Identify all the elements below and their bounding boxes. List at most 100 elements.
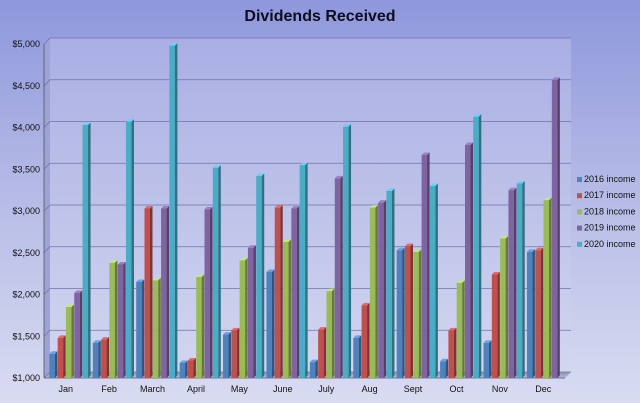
bar-2017-income-nov bbox=[491, 271, 500, 378]
gridline bbox=[43, 37, 571, 45]
bar-2019-income-oct bbox=[465, 142, 474, 378]
bar-2016-income-nov bbox=[483, 340, 492, 378]
legend-label: 2020 income bbox=[584, 239, 636, 249]
bar-2019-income-sept bbox=[421, 152, 430, 378]
x-tick-label-feb: Feb bbox=[101, 384, 117, 394]
bar-2020-income-june bbox=[299, 162, 308, 378]
bar-2016-income-feb bbox=[92, 340, 101, 378]
y-tick-label: $3,000 bbox=[12, 206, 40, 216]
bar-2016-income-may bbox=[223, 332, 232, 378]
legend-label: 2018 income bbox=[584, 206, 636, 216]
bar-2020-income-aug bbox=[386, 188, 395, 378]
legend-item-2019-income: 2019 income bbox=[577, 223, 636, 233]
y-tick-label: $1,000 bbox=[12, 373, 40, 383]
gridline bbox=[43, 121, 571, 128]
y-tick-label: $1,500 bbox=[12, 331, 40, 341]
gridline bbox=[43, 162, 571, 170]
legend-item-2020-income: 2020 income bbox=[577, 239, 636, 249]
bar-2018-income-jan bbox=[65, 304, 74, 378]
bar-2019-income-jan bbox=[74, 290, 83, 378]
bar-2016-income-july bbox=[309, 359, 318, 378]
legend-label: 2017 income bbox=[584, 190, 636, 200]
x-tick-label-jan: Jan bbox=[58, 384, 73, 394]
x-tick-label-july: July bbox=[318, 384, 335, 394]
bar-2017-income-aug bbox=[361, 302, 370, 378]
bar-2016-income-aug bbox=[353, 335, 362, 378]
bar-2017-income-oct bbox=[448, 327, 457, 378]
legend-label: 2019 income bbox=[584, 223, 636, 233]
y-tick-label: $2,000 bbox=[12, 290, 40, 300]
legend-swatch bbox=[577, 193, 582, 199]
bar-2017-income-jan bbox=[57, 335, 66, 378]
y-tick-label: $4,000 bbox=[12, 123, 40, 133]
bar-2019-income-dec bbox=[551, 77, 560, 378]
gridline bbox=[43, 246, 571, 254]
y-tick-label: $2,500 bbox=[12, 248, 40, 258]
legend-swatch bbox=[577, 241, 582, 247]
bar-2016-income-jan bbox=[49, 351, 58, 378]
bar-2016-income-sept bbox=[396, 247, 405, 378]
legend-item-2018-income: 2018 income bbox=[577, 206, 636, 216]
bar-2017-income-july bbox=[318, 327, 327, 378]
bar-2018-income-feb bbox=[109, 260, 118, 378]
x-tick-label-dec: Dec bbox=[535, 384, 552, 394]
bar-2016-income-dec bbox=[526, 249, 535, 378]
bar-2019-income-aug bbox=[378, 200, 387, 378]
legend-item-2017-income: 2017 income bbox=[577, 190, 636, 200]
legend-label: 2016 income bbox=[584, 174, 636, 184]
bar-2020-income-oct bbox=[473, 114, 482, 379]
bar-2018-income-may bbox=[239, 257, 248, 378]
y-tick-label: $3,500 bbox=[12, 164, 40, 174]
bar-2016-income-oct bbox=[440, 358, 449, 378]
bar-2018-income-nov bbox=[500, 236, 509, 378]
x-tick-label-aug: Aug bbox=[362, 384, 378, 394]
bar-2019-income-june bbox=[291, 205, 300, 378]
bar-2016-income-april bbox=[179, 360, 188, 378]
x-tick-label-june: June bbox=[273, 384, 293, 394]
bar-2019-income-feb bbox=[117, 261, 126, 378]
bar-2020-income-jan bbox=[82, 122, 91, 379]
bar-2019-income-april bbox=[204, 206, 213, 378]
bar-2017-income-april bbox=[187, 357, 196, 378]
x-tick-label-oct: Oct bbox=[449, 384, 464, 394]
bar-2018-income-july bbox=[326, 288, 335, 378]
bar-2017-income-sept bbox=[404, 243, 413, 378]
bar-2017-income-feb bbox=[101, 337, 110, 378]
legend-swatch bbox=[577, 209, 582, 215]
bar-2017-income-dec bbox=[535, 247, 544, 378]
bar-2020-income-april bbox=[212, 165, 221, 378]
x-tick-label-march: March bbox=[140, 384, 165, 394]
y-tick-label: $4,500 bbox=[12, 81, 40, 91]
legend-item-2016-income: 2016 income bbox=[577, 174, 636, 184]
x-tick-label-april: April bbox=[187, 384, 205, 394]
bar-2020-income-feb bbox=[125, 119, 134, 378]
bar-2018-income-oct bbox=[456, 280, 465, 378]
chart-title: Dividends Received bbox=[244, 8, 396, 25]
legend: 2016 income 2017 income 2018 income 2019 in… bbox=[577, 174, 636, 249]
bar-2017-income-june bbox=[274, 205, 283, 378]
x-tick-label-may: May bbox=[231, 384, 249, 394]
bar-2020-income-sept bbox=[429, 183, 438, 378]
x-tick-label-nov: Nov bbox=[492, 384, 509, 394]
legend-swatch bbox=[577, 225, 582, 231]
bar-2019-income-march bbox=[161, 205, 170, 378]
bar-2019-income-nov bbox=[508, 187, 517, 378]
y-tick-label: $5,000 bbox=[12, 39, 40, 49]
legend-swatch bbox=[577, 177, 582, 182]
bar-2019-income-may bbox=[247, 245, 256, 378]
gridline bbox=[43, 204, 571, 212]
bars bbox=[49, 43, 560, 379]
bar-2020-income-may bbox=[256, 173, 265, 378]
bar-2018-income-march bbox=[152, 277, 161, 378]
bar-2018-income-aug bbox=[369, 205, 378, 378]
bar-2018-income-dec bbox=[543, 197, 552, 378]
bar-2019-income-july bbox=[334, 175, 343, 378]
bar-2017-income-march bbox=[144, 205, 153, 378]
bar-2017-income-may bbox=[231, 327, 240, 378]
bar-2016-income-june bbox=[266, 269, 275, 378]
gridline bbox=[43, 79, 571, 87]
bar-2016-income-march bbox=[136, 279, 145, 378]
x-tick-label-sept: Sept bbox=[404, 384, 423, 394]
